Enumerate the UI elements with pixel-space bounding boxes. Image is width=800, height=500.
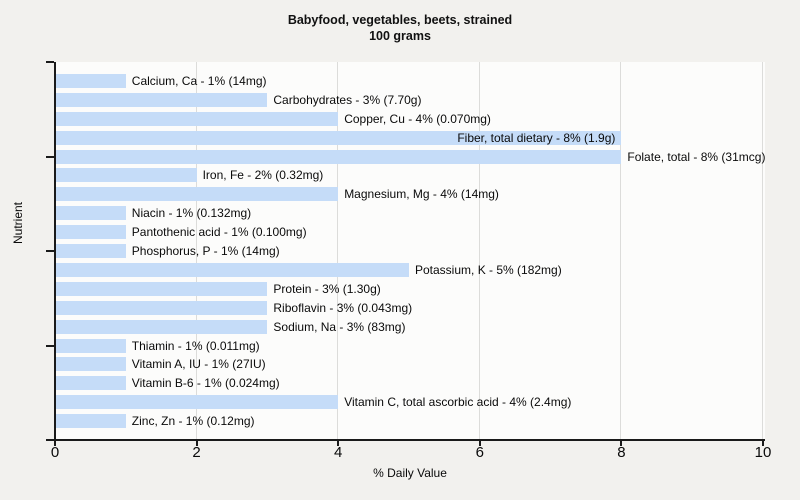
y-tick-0 <box>46 61 54 63</box>
gridline-6 <box>478 62 480 440</box>
bar-label: Copper, Cu - 4% (0.070mg) <box>344 111 491 126</box>
bar-phosphorus-p <box>55 244 126 258</box>
x-axis-line <box>55 439 765 441</box>
y-tick-4 <box>46 439 54 441</box>
chart-title: Babyfood, vegetables, beets, strained 10… <box>0 12 800 44</box>
bar-calcium-ca <box>55 73 126 88</box>
x-tick-label-0: 0 <box>50 444 60 461</box>
x-tick-10 <box>762 440 764 446</box>
bar-zinc-zn <box>55 414 126 429</box>
bar-thiamin <box>55 338 126 353</box>
bar-pantothenic-acid <box>55 225 126 240</box>
bar-iron-fe <box>55 168 197 183</box>
plot-area: Calcium, Ca - 1% (14mg) Carbohydrates - 3… <box>55 62 765 440</box>
bar-label: Zinc, Zn - 1% (0.12mg) <box>131 414 255 429</box>
bar-label: Potassium, K - 5% (182mg) <box>415 262 562 277</box>
bar-vitamin-b-6 <box>55 376 126 391</box>
gridline-4 <box>337 62 339 440</box>
bar-label: Calcium, Ca - 1% (14mg) <box>131 73 267 88</box>
bar-label: Magnesium, Mg - 4% (14mg) <box>344 187 499 202</box>
bar-magnesium-mg <box>55 187 339 202</box>
bar-protein <box>55 281 268 296</box>
bar-folate-total <box>55 149 622 164</box>
bar-label: Niacin - 1% (0.132mg) <box>131 206 252 221</box>
bar-niacin <box>55 206 126 221</box>
x-tick-8 <box>620 440 623 446</box>
chart-title-line2: 100 grams <box>369 29 431 43</box>
bar-sodium-na <box>55 319 268 334</box>
x-axis-title: % Daily Value <box>373 466 447 480</box>
bar-label: Vitamin C, total ascorbic acid - 4% (2.4… <box>344 395 572 410</box>
bar-label: Thiamin - 1% (0.011mg) <box>131 338 260 353</box>
bar-label: Vitamin B-6 - 1% (0.024mg) <box>131 376 280 391</box>
bar-potassium-k <box>55 262 409 277</box>
x-tick-label-8: 8 <box>617 444 626 461</box>
bar-vitamin-c-total-ascorbic-acid <box>55 395 339 410</box>
bar-label: Fiber, total dietary - 8% (1.9g) <box>457 130 616 145</box>
bar-label: Protein - 3% (1.30g) <box>273 281 381 296</box>
y-axis-title-text: Nutrient <box>10 201 25 244</box>
x-tick-6 <box>478 440 481 446</box>
y-tick-1 <box>46 155 54 158</box>
bar-label: Riboflavin - 3% (0.043mg) <box>273 300 413 315</box>
gridline-8 <box>620 62 622 440</box>
bar-riboflavin <box>55 300 268 315</box>
x-tick-4 <box>337 440 340 446</box>
y-axis-line <box>54 62 56 440</box>
x-tick-label-10: 10 <box>754 444 772 461</box>
x-tick-2 <box>195 440 198 446</box>
bar-label: Iron, Fe - 2% (0.32mg) <box>202 168 324 183</box>
bar-fiber-total-dietary <box>55 130 622 145</box>
bar-carbohydrates <box>55 92 268 107</box>
x-tick-label-4: 4 <box>334 444 343 461</box>
bar-copper-cu <box>55 111 339 126</box>
x-tick-0 <box>54 440 56 446</box>
x-tick-label-2: 2 <box>192 444 201 461</box>
x-tick-label-6: 6 <box>475 444 484 461</box>
chart-title-line1: Babyfood, vegetables, beets, strained <box>287 13 513 27</box>
bar-vitamin-a-iu <box>55 357 126 372</box>
bar-label: Carbohydrates - 3% (7.70g) <box>273 92 422 107</box>
gridline-2 <box>195 62 197 440</box>
bar-label: Sodium, Na - 3% (83mg) <box>273 319 406 334</box>
y-tick-2 <box>46 250 54 252</box>
gridline-10 <box>762 62 763 440</box>
bar-label: Pantothenic acid - 1% (0.100mg) <box>131 225 307 240</box>
bar-label: Folate, total - 8% (31mcg) <box>627 149 766 164</box>
bar-label: Phosphorus, P - 1% (14mg) <box>131 244 280 258</box>
y-tick-3 <box>46 344 54 347</box>
bar-label: Vitamin A, IU - 1% (27IU) <box>131 357 266 372</box>
